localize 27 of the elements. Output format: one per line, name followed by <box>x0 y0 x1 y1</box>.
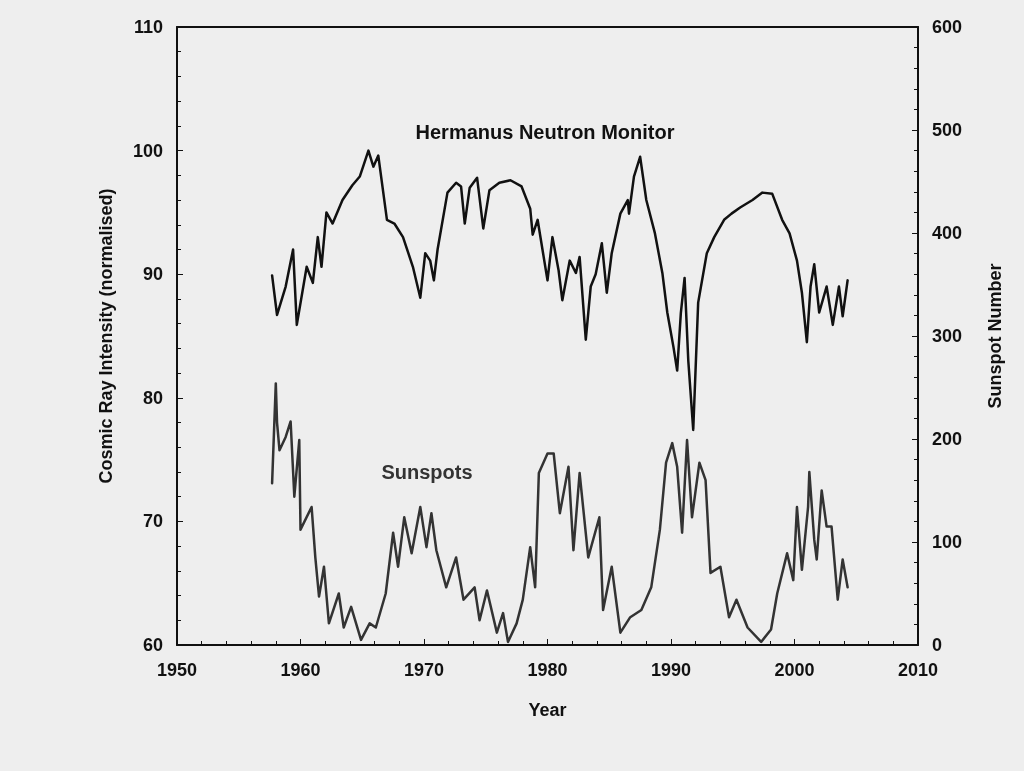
y2-tick-label: 200 <box>932 429 963 449</box>
x-tick-label: 1960 <box>280 660 321 680</box>
y-tick-label: 70 <box>142 511 163 532</box>
series-label: Sunspots <box>381 461 473 483</box>
y2-tick-label: 500 <box>932 120 963 140</box>
x-axis-title: Year <box>528 700 567 720</box>
y-tick-label: 60 <box>142 635 163 655</box>
y-tick-label: 90 <box>142 264 163 285</box>
y-tick-label: 110 <box>133 17 163 37</box>
y2-tick-label: 600 <box>932 17 963 37</box>
series-label: Hermanus Neutron Monitor <box>415 121 675 143</box>
line-series <box>270 149 849 432</box>
y2-tick-label: 100 <box>932 532 963 552</box>
x-tick-label: 2000 <box>774 660 815 680</box>
x-tick-label: 1950 <box>156 660 198 680</box>
line-series <box>270 382 849 644</box>
y-tick-label: 100 <box>132 140 163 161</box>
x-tick-label: 1990 <box>650 660 692 680</box>
x-tick-label: 1980 <box>527 660 568 680</box>
x-tick-label: 1970 <box>403 660 445 680</box>
y2-tick-label: 0 <box>932 635 943 655</box>
y-tick-label: 80 <box>142 387 163 408</box>
y2-axis-title: Sunspot Number <box>985 263 1005 409</box>
x-tick-label: 2010 <box>897 660 939 680</box>
y2-tick-label: 400 <box>932 223 963 243</box>
y-axis-title: Cosmic Ray Intensity (normalised) <box>96 188 116 484</box>
y2-tick-label: 300 <box>932 326 963 346</box>
